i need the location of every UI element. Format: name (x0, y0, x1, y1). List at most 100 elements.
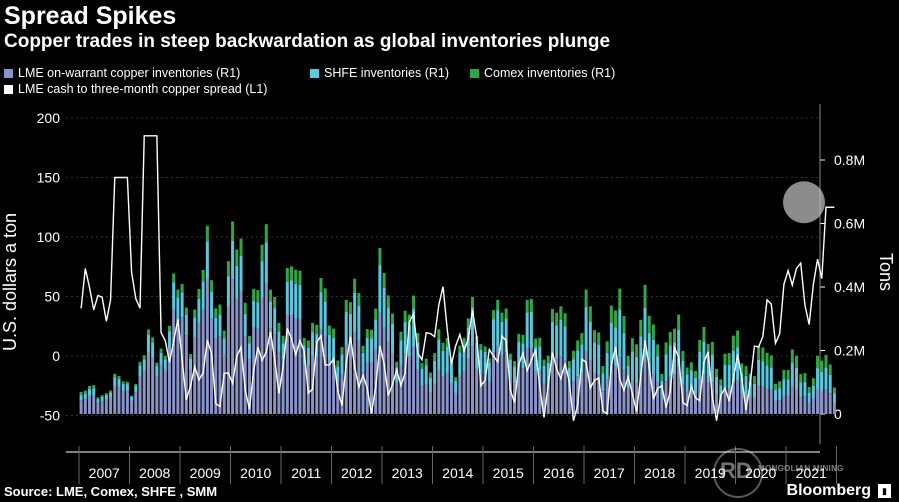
bar-lme (538, 370, 542, 414)
bar-comex (832, 387, 836, 394)
bar-lme (820, 391, 824, 414)
bar-comex (146, 329, 150, 336)
bar-shfe (757, 359, 761, 387)
bar-shfe (184, 314, 188, 336)
bar-lme (395, 382, 399, 414)
bar-lme (656, 382, 660, 414)
bar-lme (416, 368, 420, 414)
bar-lme (496, 346, 500, 414)
bar-shfe (559, 320, 563, 357)
bar-shfe (698, 351, 702, 380)
bar-comex (311, 322, 315, 333)
bar-shfe (744, 375, 748, 395)
bar-lme (601, 391, 605, 414)
x-tick-label: 2014 (442, 465, 473, 481)
bar-comex (121, 381, 125, 384)
bar-shfe (811, 385, 815, 399)
x-tick-label: 2016 (543, 465, 574, 481)
bar-shfe (778, 388, 782, 401)
bar-lme (786, 395, 790, 414)
bar-lme (824, 389, 828, 414)
bar-lme (369, 362, 373, 414)
bar-shfe (824, 367, 828, 390)
bar-shfe (483, 351, 487, 374)
bar-shfe (386, 307, 390, 342)
bar-lme (437, 370, 441, 414)
bar-lme (731, 382, 735, 414)
bar-lme (100, 401, 104, 414)
bar-comex (647, 315, 651, 333)
bar-shfe (449, 363, 453, 384)
bar-lme (146, 351, 150, 414)
bar-shfe (88, 389, 92, 396)
bar-comex (176, 289, 180, 298)
bar-shfe (277, 331, 281, 352)
bar-comex (96, 397, 100, 400)
bar-comex (332, 328, 336, 338)
bar-shfe (647, 332, 651, 371)
bar-lme (197, 323, 201, 414)
bar-lme (323, 336, 327, 414)
bar-comex (521, 334, 525, 344)
legend-swatch-lme (4, 68, 13, 78)
x-tick-label: 2015 (493, 465, 524, 481)
bar-comex (386, 295, 390, 308)
bar-lme (332, 363, 336, 414)
bar-shfe (546, 362, 550, 382)
legend-label-comex: Comex inventories (R1) (484, 66, 616, 80)
bar-shfe (445, 346, 449, 374)
bar-comex (306, 340, 310, 348)
bar-lme (550, 356, 554, 414)
bar-shfe (374, 319, 378, 350)
bar-shfe (281, 343, 285, 361)
bar-lme (167, 348, 171, 414)
bar-shfe (672, 342, 676, 375)
bar-lme (694, 393, 698, 414)
bar-shfe (630, 351, 634, 381)
x-tick-label: 2021 (796, 465, 827, 481)
bar-shfe (172, 282, 176, 310)
bar-lme (117, 387, 121, 414)
bar-comex (302, 338, 306, 346)
bar-comex (104, 393, 108, 396)
bar-shfe (576, 350, 580, 377)
bar-shfe (193, 317, 197, 338)
bar-comex (285, 268, 289, 282)
bar-comex (529, 298, 533, 312)
bar-lme (769, 389, 773, 414)
bar-shfe (765, 365, 769, 389)
bar-comex (719, 379, 723, 386)
bar-lme (534, 370, 538, 414)
bar-shfe (113, 377, 117, 387)
bar-comex (252, 288, 256, 302)
bar-shfe (639, 336, 643, 373)
bar-comex (109, 390, 113, 393)
bar-lme (483, 373, 487, 414)
bar-comex (672, 328, 676, 343)
bar-comex (597, 332, 601, 345)
bar-lme (327, 360, 331, 414)
bar-lme (546, 381, 550, 414)
bar-shfe (340, 354, 344, 375)
bar-shfe (689, 370, 693, 390)
bar-shfe (706, 355, 710, 383)
bar-shfe (268, 301, 272, 329)
bar-shfe (210, 291, 214, 319)
bar-shfe (420, 369, 424, 387)
bar-lme (290, 315, 294, 414)
bar-shfe (382, 287, 386, 328)
bar-comex (643, 284, 647, 308)
bar-comex (454, 377, 458, 381)
bar-comex (264, 224, 268, 243)
x-tick-label: 2008 (139, 465, 170, 481)
bar-comex (799, 374, 803, 383)
bar-shfe (306, 347, 310, 367)
bar-shfe (294, 283, 298, 319)
bar-lme (618, 356, 622, 414)
bar-shfe (790, 363, 794, 387)
bar-comex (635, 344, 639, 357)
bar-shfe (176, 297, 180, 322)
bar-comex (660, 373, 664, 381)
bar-shfe (243, 313, 247, 337)
bar-comex (357, 293, 361, 306)
